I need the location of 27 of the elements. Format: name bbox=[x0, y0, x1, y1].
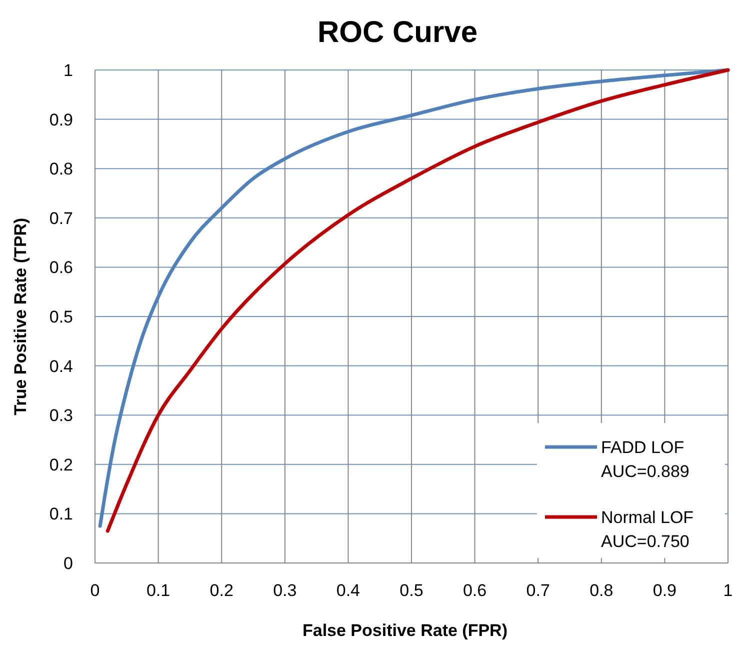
y-tick-label: 0.8 bbox=[49, 160, 73, 179]
y-tick-label: 0.9 bbox=[49, 110, 73, 130]
x-tick-label: 0.8 bbox=[590, 581, 614, 600]
x-axis-title: False Positive Rate (FPR) bbox=[302, 621, 508, 640]
y-tick-label: 0.7 bbox=[49, 208, 73, 228]
y-tick-label: 0.6 bbox=[49, 258, 73, 278]
x-tick-label: 0.1 bbox=[146, 581, 170, 600]
legend-label: FADD LOF AUC=0.889 bbox=[601, 438, 690, 481]
x-tick-label: 0.7 bbox=[526, 581, 550, 600]
y-tick-label: 0.5 bbox=[49, 307, 73, 326]
y-tick-label: 0.1 bbox=[49, 504, 73, 524]
x-tick-label: 0 bbox=[90, 581, 100, 600]
x-tick-label: 1 bbox=[723, 581, 733, 600]
chart-title: ROC Curve bbox=[317, 16, 478, 49]
y-tick-label: 0 bbox=[64, 554, 73, 573]
y-tick-label: 0.3 bbox=[49, 406, 73, 426]
y-tick-label: 0.4 bbox=[49, 356, 73, 376]
x-tick-label: 0.4 bbox=[336, 581, 360, 600]
x-tick-label: 0.5 bbox=[400, 581, 424, 600]
x-tick-label: 0.3 bbox=[273, 581, 297, 600]
legend-label: Normal LOF AUC=0.750 bbox=[601, 508, 694, 551]
y-axis-title: True Positive Rate (TPR) bbox=[11, 218, 30, 416]
x-tick-label: 0.6 bbox=[462, 581, 487, 600]
y-tick-label: 0.2 bbox=[49, 455, 73, 474]
x-tick-label: 0.9 bbox=[652, 581, 677, 600]
y-tick-label: 1 bbox=[64, 60, 73, 80]
x-tick-label: 0.2 bbox=[210, 581, 234, 600]
